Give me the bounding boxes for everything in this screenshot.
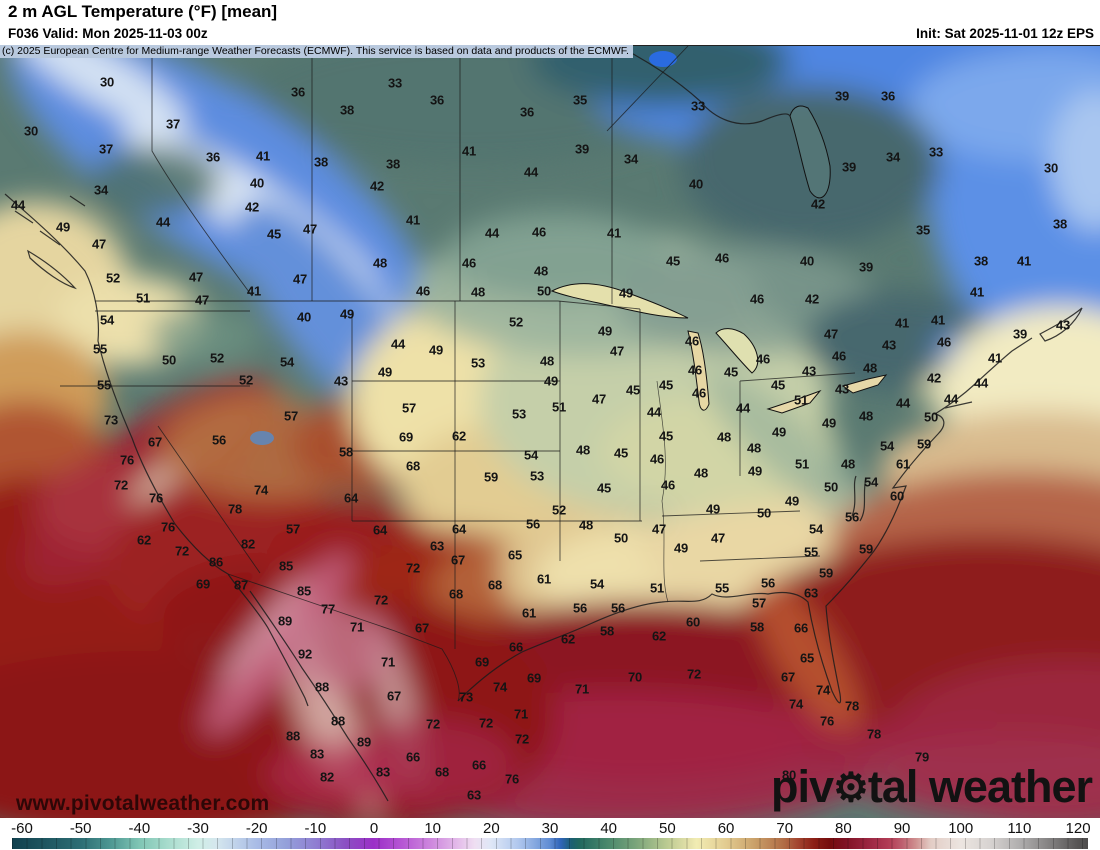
- forecast-valid-text: F036 Valid: Mon 2025-11-03 00z: [8, 26, 208, 41]
- colorbar-tick: -60: [11, 820, 33, 837]
- colorbar-tick: 30: [541, 820, 559, 837]
- colorbar-tick: 20: [483, 820, 500, 837]
- colorbar-tick: -50: [69, 820, 92, 837]
- coastlines: [4, 46, 1083, 802]
- colorbar-segments: [12, 838, 1088, 849]
- political-borders: [60, 46, 856, 702]
- page-title: 2 m AGL Temperature (°F) [mean]: [8, 2, 278, 21]
- map-canvas: [0, 45, 1100, 818]
- copyright-notice: (c) 2025 European Centre for Medium-rang…: [0, 45, 633, 58]
- colorbar-tick: 40: [600, 820, 618, 837]
- colorbar-tick: -40: [128, 820, 151, 837]
- colorbar-tick: 100: [948, 820, 974, 837]
- colorbar-tick: -10: [304, 820, 327, 837]
- init-text: Init: Sat 2025-11-01 12z EPS: [916, 26, 1094, 41]
- colorbar-tick: 60: [717, 820, 735, 837]
- colorbar-tick: 0: [369, 820, 379, 837]
- colorbar-tick: -30: [187, 820, 209, 837]
- colorbar-tick: 120: [1065, 820, 1091, 837]
- colorbar: [12, 838, 1088, 849]
- brand-part2: tal weather: [867, 761, 1093, 812]
- colorbar-tick: 90: [893, 820, 911, 837]
- colorbar-tick: 10: [424, 820, 442, 837]
- lakes: [550, 105, 888, 414]
- colorbar-tick: 110: [1007, 820, 1032, 837]
- colorbar-tick: 70: [776, 820, 794, 837]
- temperature-field: [0, 46, 1100, 818]
- hudson-bay-cold-spot: [649, 51, 677, 67]
- colorbar-ticks: -60 -50 -40 -30 -20 -10 0 10 20 30 40 50 60 70 80 90 100…: [0, 820, 1100, 837]
- colorbar-tick: 50: [659, 820, 676, 837]
- brand-watermark: piv⚙tal weather: [771, 761, 1093, 812]
- brand-part1: piv: [771, 761, 834, 812]
- great-salt-lake: [250, 431, 274, 445]
- colorbar-tick: -20: [245, 820, 268, 837]
- site-url-watermark: www.pivotalweather.com: [16, 792, 270, 815]
- map-field: [0, 46, 1100, 818]
- colorbar-tick: 80: [835, 820, 852, 837]
- gear-icon: ⚙: [833, 766, 869, 810]
